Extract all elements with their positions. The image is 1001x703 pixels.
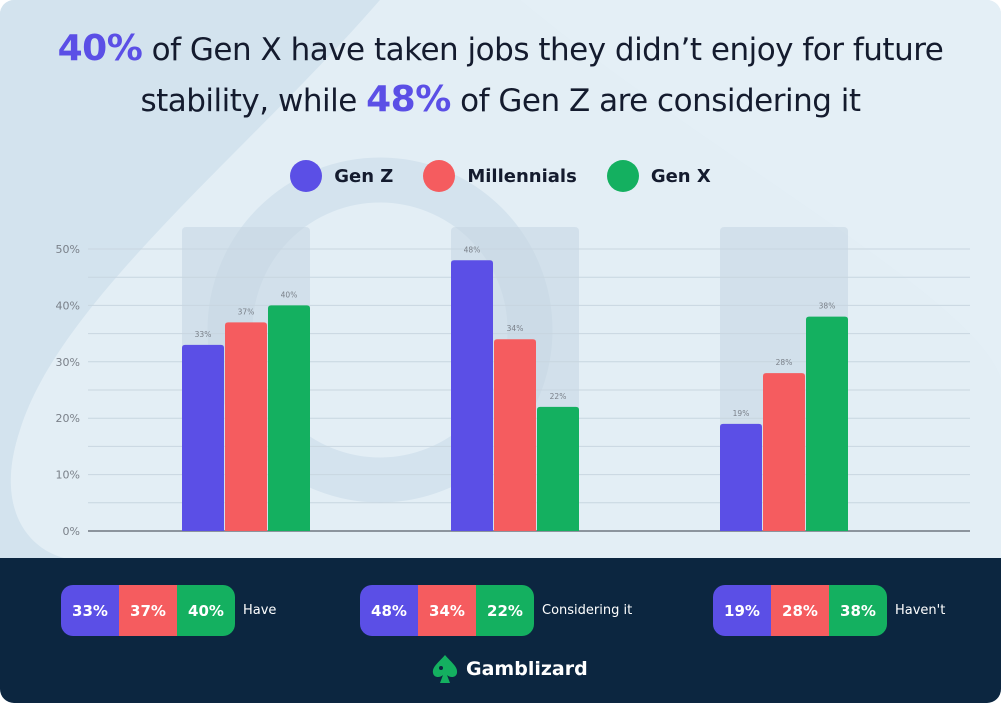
- summary-value-gen-x: 22%: [476, 585, 534, 636]
- y-tick-label: 0%: [63, 525, 80, 538]
- summary-value-millennials: 34%: [418, 585, 476, 636]
- y-tick-label: 50%: [56, 243, 80, 256]
- summary-value-millennials: 37%: [119, 585, 177, 636]
- summary-value-gen-x: 40%: [177, 585, 235, 636]
- summary-pill-havent: 19% 28% 38% Haven't: [713, 585, 945, 636]
- data-label: 19%: [733, 409, 750, 418]
- legend-item-gen-z: Gen Z: [290, 160, 393, 192]
- legend: Gen Z Millennials Gen X: [0, 160, 1001, 192]
- gamblizard-logo: Gamblizard: [430, 654, 588, 684]
- title-highlight-gen-x: 40%: [57, 28, 143, 69]
- legend-swatch: [423, 160, 456, 192]
- summary-label: Have: [243, 603, 277, 618]
- legend-item-millennials: Millennials: [423, 160, 577, 192]
- data-label: 38%: [819, 302, 836, 311]
- legend-swatch: [290, 160, 323, 192]
- legend-label: Gen X: [650, 165, 711, 187]
- data-label: 34%: [507, 324, 524, 333]
- bar-gen-x: [268, 305, 310, 531]
- bar-gen-x: [537, 406, 579, 531]
- summary-label: Considering it: [542, 603, 633, 618]
- data-label: 37%: [238, 307, 255, 316]
- y-tick-label: 30%: [56, 356, 80, 369]
- y-tick-label: 40%: [56, 299, 80, 312]
- bar-gen-z: [182, 344, 224, 531]
- title-highlight-gen-z: 48%: [366, 79, 451, 120]
- title-text: of Gen Z are considering it: [450, 83, 861, 119]
- data-label: 22%: [550, 392, 567, 401]
- summary-value-gen-z: 48%: [360, 585, 418, 636]
- legend-label: Gen Z: [334, 165, 394, 187]
- summary-pill-considering: 48% 34% 22% Considering it: [360, 585, 632, 636]
- chart-title: 40% of Gen X have taken jobs they didn’t…: [0, 24, 1001, 126]
- summary-value-millennials: 28%: [771, 585, 829, 636]
- bar-chart: 0% 10% 20% 30% 40% 50% 33% 37% 40% 48% 34% 22% 19% 28…: [56, 227, 970, 538]
- y-tick-label: 20%: [56, 412, 80, 425]
- data-label: 28%: [776, 358, 793, 367]
- brand-name: Gamblizard: [466, 658, 588, 680]
- bar-millennials: [225, 322, 267, 531]
- legend-label: Millennials: [467, 165, 577, 187]
- summary-value-gen-x: 38%: [829, 585, 887, 636]
- data-label: 33%: [195, 330, 212, 339]
- bar-gen-z: [720, 423, 762, 531]
- y-tick-label: 10%: [56, 469, 80, 482]
- summary-footer: 33% 37% 40% Have 48% 34% 22% Considering…: [0, 558, 1001, 703]
- bar-millennials: [763, 373, 805, 531]
- title-text: of Gen X have taken jobs they didn’t enj…: [142, 32, 944, 68]
- bar-millennials: [494, 339, 536, 531]
- summary-value-gen-z: 33%: [61, 585, 119, 636]
- spade-lizard-logo-icon: [432, 655, 458, 683]
- bar-gen-x: [806, 316, 848, 531]
- legend-item-gen-x: Gen X: [606, 160, 711, 192]
- summary-label: Haven't: [895, 603, 946, 618]
- summary-pill-have: 33% 37% 40% Have: [61, 585, 276, 636]
- data-label: 48%: [464, 245, 481, 254]
- summary-value-gen-z: 19%: [713, 585, 771, 636]
- data-label: 40%: [281, 290, 298, 299]
- legend-swatch: [606, 160, 639, 192]
- title-text: stability, while: [140, 83, 367, 119]
- bar-gen-z: [451, 260, 493, 531]
